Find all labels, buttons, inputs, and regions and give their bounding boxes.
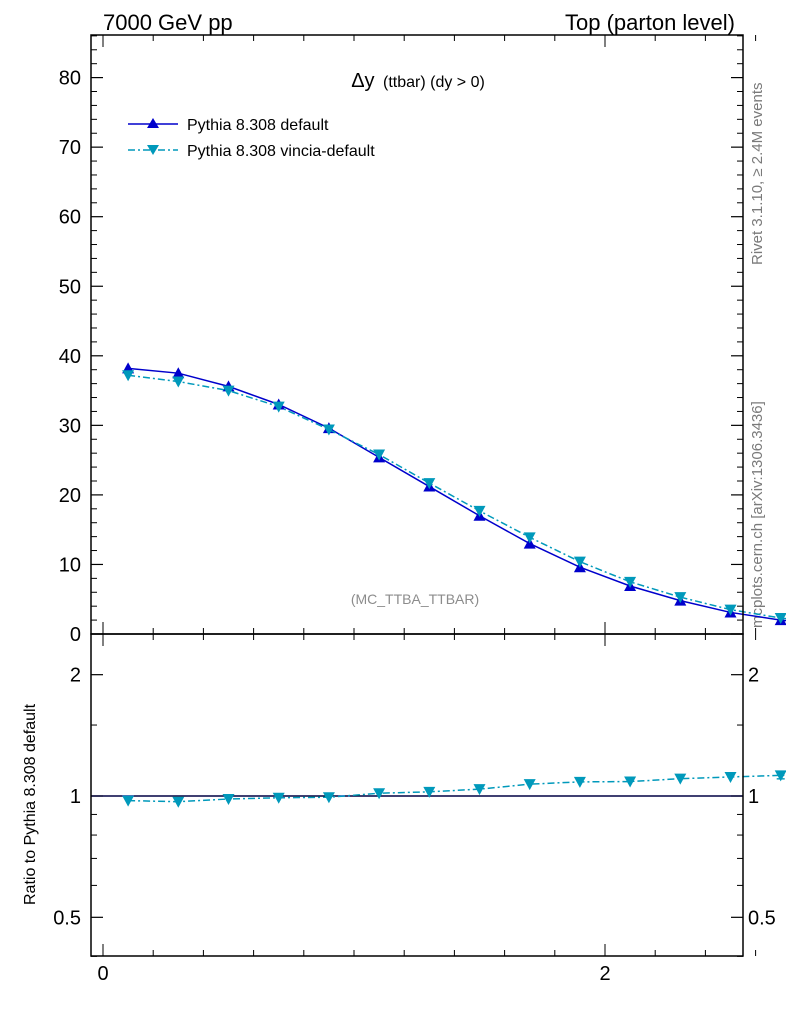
main-y-tick-label: 40 — [59, 346, 81, 368]
collision-label: 7000 GeV pp — [103, 10, 233, 35]
ratio-data-point-vincia — [573, 776, 586, 788]
legend-label-default: Pythia 8.308 default — [187, 117, 329, 134]
main-y-tick-label: 10 — [59, 554, 81, 576]
ratio-y-tick-label: 0.5 — [53, 907, 81, 929]
ratio-data-point-vincia — [172, 796, 185, 808]
legend-marker-default — [147, 118, 159, 128]
data-point-vincia — [222, 385, 235, 397]
ratio-data-layer — [91, 770, 786, 808]
main-ticks: 0 10 20 30 40 50 60 70 80 — [59, 35, 757, 646]
ratio-y-tick-label-right: 0.5 — [748, 907, 776, 929]
main-y-tick-label: 20 — [59, 485, 81, 507]
rivet-label: Rivet 3.1.10, ≥ 2.4M events — [749, 83, 766, 266]
ratio-data-point-vincia — [523, 779, 536, 791]
mcplots-label: mcplots.cern.ch [arXiv:1306.3436] — [749, 401, 766, 628]
main-watermark: (MC_TTBA_TTBAR) — [351, 591, 479, 607]
data-point-vincia — [373, 449, 386, 461]
data-point-vincia — [523, 532, 536, 544]
data-point-vincia — [272, 401, 285, 413]
ratio-data-point-vincia — [724, 771, 737, 783]
main-data-layer — [122, 362, 786, 626]
ratio-y-tick-label: 2 — [70, 665, 81, 687]
ratio-frame — [90, 633, 744, 957]
ratio-y-axis-label: Ratio to Pythia 8.308 default — [22, 703, 39, 905]
main-y-tick-label: 70 — [59, 137, 81, 159]
legend: Pythia 8.308 default Pythia 8.308 vincia… — [128, 117, 375, 160]
data-point-vincia — [122, 370, 135, 382]
ratio-data-point-vincia — [774, 770, 786, 782]
ratio-y-tick-label-right: 2 — [748, 665, 759, 687]
data-point-vincia — [674, 592, 687, 604]
ratio-x-tick-label: 0 — [97, 963, 108, 985]
main-y-tick-label: 50 — [59, 276, 81, 298]
ratio-data-point-vincia — [373, 788, 386, 800]
data-point-vincia — [573, 556, 586, 568]
main-y-tick-label: 80 — [59, 68, 81, 90]
main-panel: (MC_TTBA_TTBAR) 0 10 20 30 40 50 60 70 80 Δy (tt… — [59, 34, 786, 646]
data-point-vincia — [473, 505, 486, 517]
data-point-vincia — [172, 376, 185, 388]
main-y-tick-label: 60 — [59, 207, 81, 229]
ratio-x-tick-label: 2 — [599, 963, 610, 985]
legend-label-vincia: Pythia 8.308 vincia-default — [187, 143, 375, 160]
main-title: Δy (ttbar) (dy > 0) — [351, 70, 485, 92]
ratio-data-point-vincia — [423, 786, 436, 798]
data-point-vincia — [423, 478, 436, 490]
process-label: Top (parton level) — [565, 10, 735, 35]
ratio-data-point-vincia — [122, 795, 135, 807]
main-y-tick-label: 0 — [70, 624, 81, 646]
ratio-data-point-vincia — [272, 792, 285, 804]
data-point-default — [172, 367, 185, 379]
data-point-vincia — [624, 576, 637, 588]
ratio-ticks: 0.50.51122024 — [53, 634, 776, 985]
ratio-data-point-vincia — [674, 773, 687, 785]
main-y-tick-label: 30 — [59, 415, 81, 437]
data-point-vincia — [322, 424, 335, 436]
ratio-series-line-vincia — [128, 774, 786, 803]
ratio-data-point-vincia — [624, 776, 637, 788]
ratio-panel: 0.50.51122024 Ratio to Pythia 8.308 defa… — [22, 633, 786, 985]
main-title-symbol: Δy — [351, 70, 374, 92]
legend-marker-vincia — [147, 145, 159, 155]
ratio-data-point-vincia — [322, 792, 335, 804]
data-point-vincia — [774, 613, 786, 625]
data-point-vincia — [724, 604, 737, 616]
ratio-data-point-vincia — [222, 794, 235, 806]
ratio-data-point-vincia — [473, 784, 486, 796]
ratio-y-tick-label-right: 1 — [748, 786, 759, 808]
ratio-y-tick-label: 1 — [70, 786, 81, 808]
main-title-subscript: (ttbar) (dy > 0) — [383, 74, 485, 91]
